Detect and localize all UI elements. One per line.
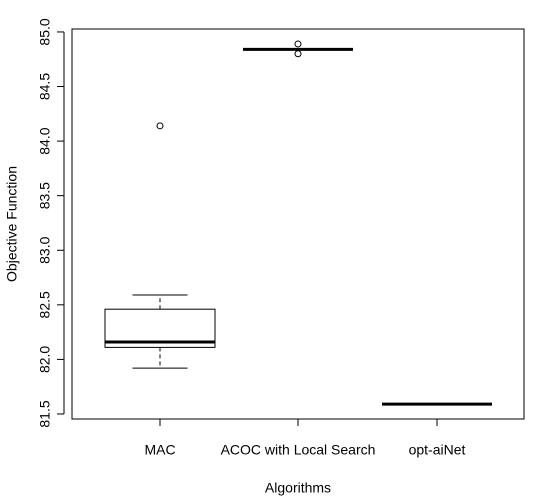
y-tick-label: 84.0 — [37, 127, 53, 154]
y-tick-label: 82.0 — [37, 346, 53, 373]
y-tick-label: 82.5 — [37, 291, 53, 318]
y-tick-label: 83.5 — [37, 182, 53, 209]
plot-frame — [71, 28, 525, 420]
y-tick-label: 84.5 — [37, 73, 53, 100]
x-tick-label: opt-aiNet — [409, 442, 466, 458]
y-tick-label: 85.0 — [37, 18, 53, 45]
x-tick-label: ACOC with Local Search — [221, 442, 376, 458]
x-axis-label: Algorithms — [265, 480, 331, 496]
y-axis-label: Objective Function — [4, 166, 20, 282]
y-tick-label: 83.0 — [37, 236, 53, 263]
outlier — [294, 40, 302, 48]
outlier — [156, 122, 164, 130]
y-tick-label: 81.5 — [37, 400, 53, 427]
outlier — [294, 50, 302, 58]
x-tick-label: MAC — [144, 442, 175, 458]
